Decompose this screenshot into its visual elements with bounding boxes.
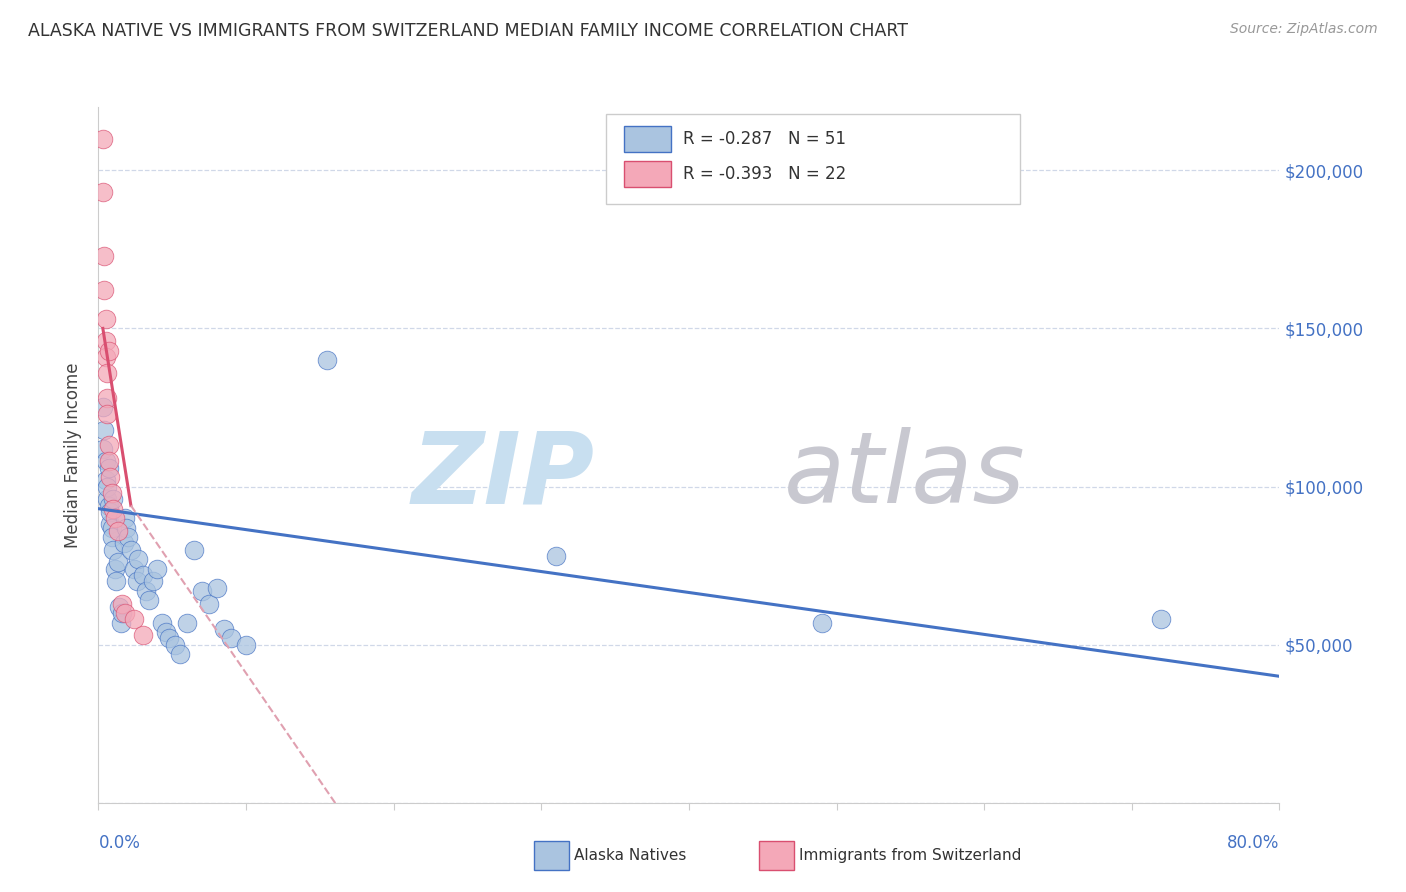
Point <box>125 574 148 589</box>
Point <box>114 511 136 525</box>
Point <box>135 583 157 598</box>
Text: ZIP: ZIP <box>412 427 595 524</box>
Point <box>96 492 118 507</box>
Point <box>104 562 127 576</box>
Point <box>138 593 160 607</box>
Point <box>546 549 568 563</box>
Point <box>97 343 120 358</box>
Text: Immigrants from Switzerland: Immigrants from Switzerland <box>799 848 1021 863</box>
Point <box>94 350 117 364</box>
Point <box>183 542 205 557</box>
Point <box>316 353 339 368</box>
Point <box>132 568 155 582</box>
Point <box>146 562 169 576</box>
Point <box>112 536 135 550</box>
Point <box>93 249 115 263</box>
Point <box>93 423 115 437</box>
Text: Source: ZipAtlas.com: Source: ZipAtlas.com <box>1230 22 1378 37</box>
Text: R = -0.287   N = 51: R = -0.287 N = 51 <box>683 130 846 148</box>
Point <box>103 492 125 507</box>
Point <box>100 521 122 535</box>
Point <box>212 622 235 636</box>
FancyBboxPatch shape <box>624 126 671 153</box>
Point <box>205 581 228 595</box>
Point <box>169 647 191 661</box>
Point <box>94 334 117 348</box>
Point <box>91 442 114 456</box>
Point <box>110 615 132 630</box>
Point <box>100 530 122 544</box>
Point <box>176 615 198 630</box>
Point <box>96 391 118 405</box>
Point <box>155 625 177 640</box>
Point <box>122 562 145 576</box>
Point <box>122 612 145 626</box>
Point <box>104 511 127 525</box>
Text: R = -0.393   N = 22: R = -0.393 N = 22 <box>683 165 846 183</box>
Point <box>97 454 120 468</box>
Point <box>96 407 118 421</box>
Point <box>91 401 114 415</box>
Point <box>94 454 117 468</box>
Point <box>117 530 139 544</box>
Point <box>97 460 120 475</box>
Point <box>157 632 180 646</box>
Point <box>165 638 187 652</box>
Point <box>98 505 121 519</box>
Point <box>94 312 117 326</box>
Point <box>142 574 165 589</box>
Point <box>150 615 173 630</box>
Text: atlas: atlas <box>783 427 1025 524</box>
Point <box>108 599 131 614</box>
Point <box>103 542 125 557</box>
Text: ALASKA NATIVE VS IMMIGRANTS FROM SWITZERLAND MEDIAN FAMILY INCOME CORRELATION CH: ALASKA NATIVE VS IMMIGRANTS FROM SWITZER… <box>28 22 908 40</box>
Point <box>235 638 257 652</box>
Point <box>94 473 117 487</box>
Point <box>91 131 114 145</box>
Point <box>96 366 118 380</box>
Point <box>97 499 120 513</box>
Point <box>103 501 125 516</box>
FancyBboxPatch shape <box>606 114 1019 204</box>
Point <box>127 552 149 566</box>
Point <box>91 186 114 200</box>
Point <box>107 524 129 538</box>
Text: Alaska Natives: Alaska Natives <box>574 848 686 863</box>
Point <box>93 284 115 298</box>
Point <box>191 583 214 598</box>
Text: 80.0%: 80.0% <box>1227 834 1279 852</box>
Point <box>100 486 122 500</box>
Point <box>219 632 242 646</box>
Point <box>115 521 138 535</box>
Point <box>120 542 142 557</box>
Point <box>1150 612 1173 626</box>
Point <box>111 606 134 620</box>
Point <box>98 470 121 484</box>
Point <box>107 556 129 570</box>
Point <box>114 606 136 620</box>
Point <box>97 438 120 452</box>
Point <box>111 597 134 611</box>
FancyBboxPatch shape <box>624 161 671 187</box>
Y-axis label: Median Family Income: Median Family Income <box>65 362 83 548</box>
Point <box>96 479 118 493</box>
Point <box>198 597 221 611</box>
Point <box>132 628 155 642</box>
Text: 0.0%: 0.0% <box>98 834 141 852</box>
Point <box>810 615 832 630</box>
Point <box>105 574 128 589</box>
Point <box>98 517 121 532</box>
